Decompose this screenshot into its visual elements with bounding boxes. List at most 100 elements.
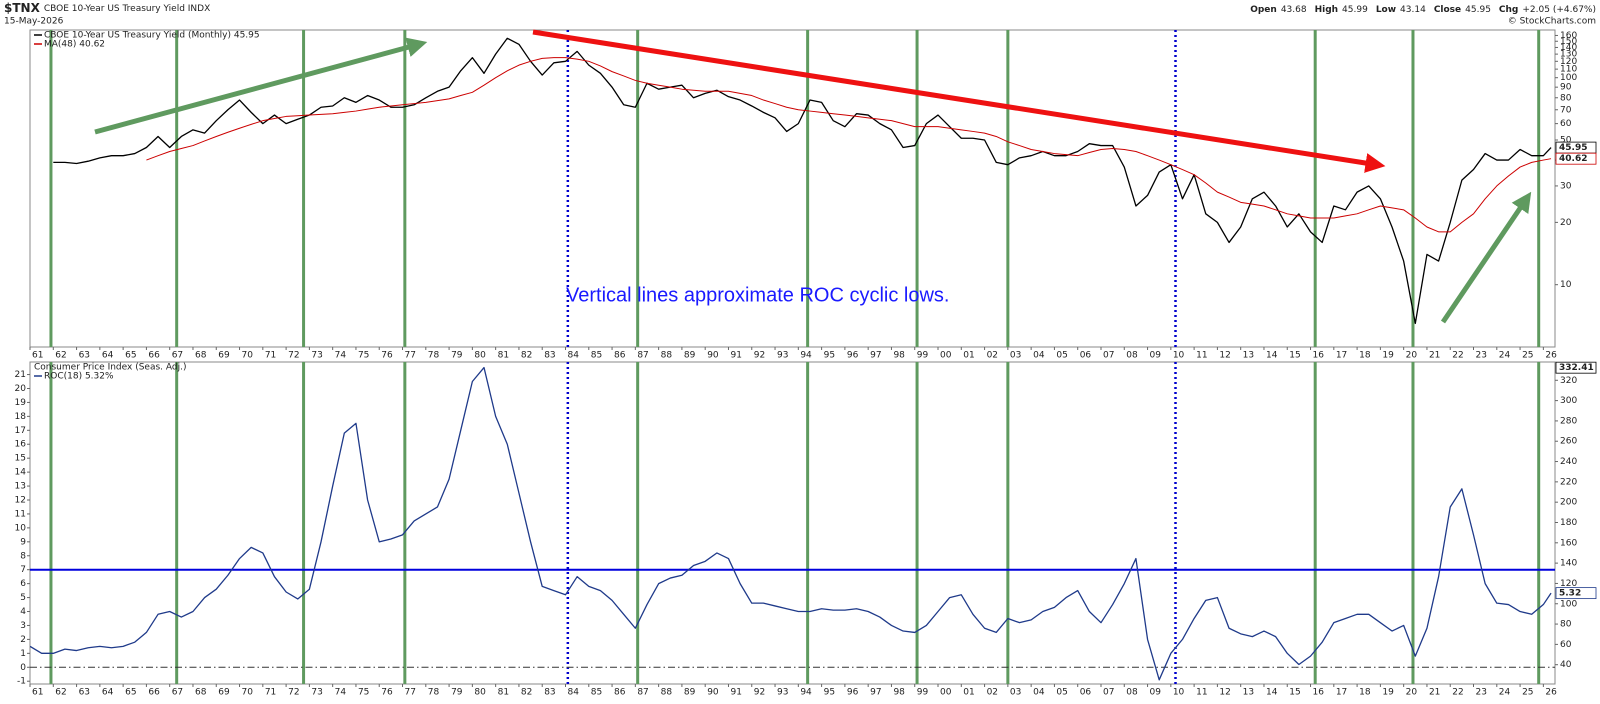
x-tick-label: 22 (1452, 688, 1463, 698)
y-tick-label: 140 (1560, 43, 1577, 53)
x-tick-label: 11 (1196, 351, 1207, 361)
x-tick-label: 09 (1150, 688, 1162, 698)
x-tick-label: 98 (893, 688, 905, 698)
x-tick-label: 26 (1545, 688, 1557, 698)
x-tick-label: 96 (847, 351, 859, 361)
x-tick-label: 05 (1056, 688, 1067, 698)
y-tick-label: 70 (1560, 105, 1572, 115)
y-tick-label: 21 (15, 370, 26, 380)
y-tick-label: 90 (1560, 83, 1572, 93)
x-tick-label: 73 (311, 688, 322, 698)
instrument-name: CBOE 10-Year US Treasury Yield INDX (44, 4, 210, 14)
x-tick-label: 69 (218, 688, 230, 698)
x-tick-label: 97 (870, 351, 881, 361)
x-tick-label: 71 (265, 688, 276, 698)
y2-tick-label: 240 (1560, 457, 1577, 467)
x-tick-label: 14 (1266, 688, 1278, 698)
x-tick-label: 74 (335, 351, 347, 361)
x-tick-label: 84 (567, 351, 579, 361)
x-tick-label: 81 (498, 688, 509, 698)
series-line (146, 57, 1552, 233)
x-tick-label: 22 (1452, 351, 1463, 361)
plot-content (30, 362, 1555, 684)
x-tick-label: 02 (987, 351, 998, 361)
x-tick-label: 72 (288, 351, 299, 361)
y2-tick-label: 100 (1560, 599, 1577, 609)
y2-tick-label: 140 (1560, 559, 1577, 569)
x-tick-label: 79 (451, 351, 463, 361)
x-tick-label: 02 (987, 688, 998, 698)
y2-tick-label: 300 (1560, 396, 1577, 406)
x-tick-label: 66 (148, 688, 160, 698)
x-tick-label: 98 (893, 351, 905, 361)
plot-area (29, 361, 1556, 685)
value-tag-label: 332.41 (1559, 363, 1594, 373)
x-tick-label: 69 (218, 351, 230, 361)
x-tick-label: 70 (242, 688, 254, 698)
x-tick-label: 24 (1499, 688, 1511, 698)
y-tick-label: 100 (1560, 73, 1577, 83)
x-tick-label: 97 (870, 688, 881, 698)
x-tick-label: 96 (847, 688, 859, 698)
x-tick-label: 83 (544, 351, 555, 361)
legend-label: ROC(18) 5.32% (44, 372, 114, 382)
x-tick-label: 88 (661, 351, 673, 361)
x-tick-label: 76 (381, 351, 393, 361)
y-tick-label: 3 (20, 621, 26, 631)
x-tick-label: 86 (614, 688, 626, 698)
copyright: © StockCharts.com (1508, 17, 1596, 27)
value-tag (1555, 152, 1597, 165)
trend-arrow (94, 37, 428, 135)
x-tick-label: 71 (265, 351, 276, 361)
y-tick-label: 6 (20, 579, 26, 589)
date: 15-May-2026 (4, 17, 64, 27)
x-tick-label: 20 (1406, 688, 1418, 698)
x-tick-label: 18 (1359, 688, 1371, 698)
y-tick-label: 130 (1560, 50, 1577, 60)
x-tick-label: 70 (242, 351, 254, 361)
x-tick-label: 86 (614, 351, 626, 361)
quote-value: 43.14 (1400, 5, 1426, 15)
panel-title: Consumer Price Index (Seas. Adj.) (34, 363, 186, 373)
y-tick-label: 0 (20, 663, 26, 673)
y-tick-label: 30 (1560, 181, 1572, 191)
x-tick-label: 99 (917, 688, 929, 698)
x-tick-label: 68 (195, 351, 207, 361)
x-tick-label: 00 (940, 351, 952, 361)
x-tick-label: 01 (963, 351, 974, 361)
x-tick-label: 95 (824, 351, 835, 361)
y-tick-label: 12 (15, 496, 26, 506)
legend-label: MA(48) 40.62 (44, 40, 105, 50)
x-tick-label: 62 (55, 688, 66, 698)
y2-tick-label: 40 (1560, 660, 1572, 670)
value-tag-label: 45.95 (1559, 143, 1587, 153)
x-tick-label: 21 (1429, 688, 1440, 698)
x-tick-label: 93 (777, 351, 788, 361)
y-tick-label: 19 (15, 398, 27, 408)
y-tick-label: 10 (1560, 280, 1572, 290)
quote-value: +2.05 (+4.67%) (1522, 5, 1596, 15)
x-tick-label: 09 (1150, 351, 1162, 361)
x-tick-label: 93 (777, 688, 788, 698)
x-tick-label: 03 (1010, 351, 1021, 361)
y2-tick-label: 220 (1560, 477, 1577, 487)
x-tick-label: 89 (684, 351, 696, 361)
y-tick-label: 15 (15, 454, 26, 464)
x-tick-label: 13 (1243, 688, 1254, 698)
series-line (30, 366, 1552, 681)
y-tick-label: 160 (1560, 31, 1577, 41)
x-tick-label: 23 (1476, 688, 1487, 698)
y-tick-label: 18 (15, 412, 27, 422)
x-tick-label: 19 (1382, 688, 1394, 698)
quote-value: 45.95 (1465, 5, 1491, 15)
x-tick-label: 77 (405, 351, 416, 361)
x-tick-label: 89 (684, 688, 696, 698)
x-tick-label: 94 (800, 688, 812, 698)
x-tick-label: 85 (591, 688, 602, 698)
y-tick-label: 7 (20, 565, 26, 575)
x-tick-label: 11 (1196, 688, 1207, 698)
y2-tick-label: 200 (1560, 498, 1577, 508)
x-tick-label: 95 (824, 688, 835, 698)
x-tick-label: 64 (102, 688, 114, 698)
x-tick-label: 21 (1429, 351, 1440, 361)
